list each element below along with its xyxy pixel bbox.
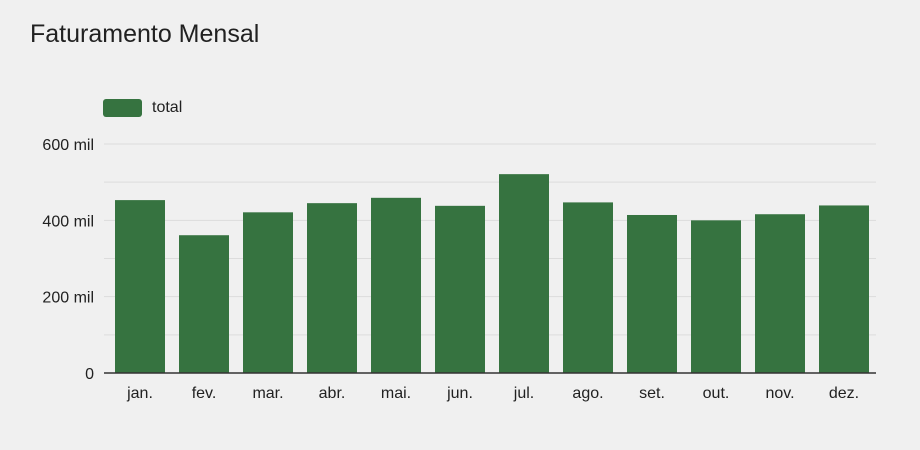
bar-4 bbox=[371, 197, 421, 373]
legend-swatch bbox=[103, 99, 142, 117]
x-tick-label: mar. bbox=[252, 385, 283, 402]
bars bbox=[115, 174, 869, 373]
y-tick-label: 600 mil bbox=[42, 137, 94, 154]
y-tick-label: 200 mil bbox=[42, 290, 94, 307]
bar-5 bbox=[435, 205, 485, 373]
bar-0 bbox=[115, 200, 165, 373]
bar-2 bbox=[243, 212, 293, 373]
grid-lines bbox=[104, 143, 876, 336]
bar-8 bbox=[627, 214, 677, 373]
legend[interactable]: total bbox=[103, 99, 182, 117]
x-tick-label: abr. bbox=[319, 385, 346, 402]
axes: 0 200 mil 400 mil 600 mil jan. fev. mar. abr. ma… bbox=[42, 137, 876, 402]
bar-6 bbox=[499, 174, 549, 373]
x-tick-label: ago. bbox=[572, 385, 603, 402]
x-tick-label: fev. bbox=[192, 385, 217, 402]
x-tick-label: set. bbox=[639, 385, 665, 402]
bar-7 bbox=[563, 202, 613, 373]
y-tick-label: 0 bbox=[85, 366, 94, 383]
x-tick-label: jun. bbox=[446, 385, 473, 402]
bar-11 bbox=[819, 205, 869, 373]
x-tick-label: nov. bbox=[765, 385, 794, 402]
bar-3 bbox=[307, 203, 357, 373]
bar-10 bbox=[755, 214, 805, 373]
x-tick-label: jul. bbox=[513, 385, 534, 402]
legend-label: total bbox=[152, 99, 183, 116]
x-tick-label: out. bbox=[703, 385, 730, 402]
bar-1 bbox=[179, 235, 229, 373]
y-tick-label: 400 mil bbox=[42, 213, 94, 230]
chart-title: Faturamento Mensal bbox=[30, 20, 260, 48]
x-tick-label: jan. bbox=[126, 385, 153, 402]
x-tick-label: mai. bbox=[381, 385, 411, 402]
x-tick-label: dez. bbox=[829, 385, 859, 402]
bar-9 bbox=[691, 220, 741, 373]
